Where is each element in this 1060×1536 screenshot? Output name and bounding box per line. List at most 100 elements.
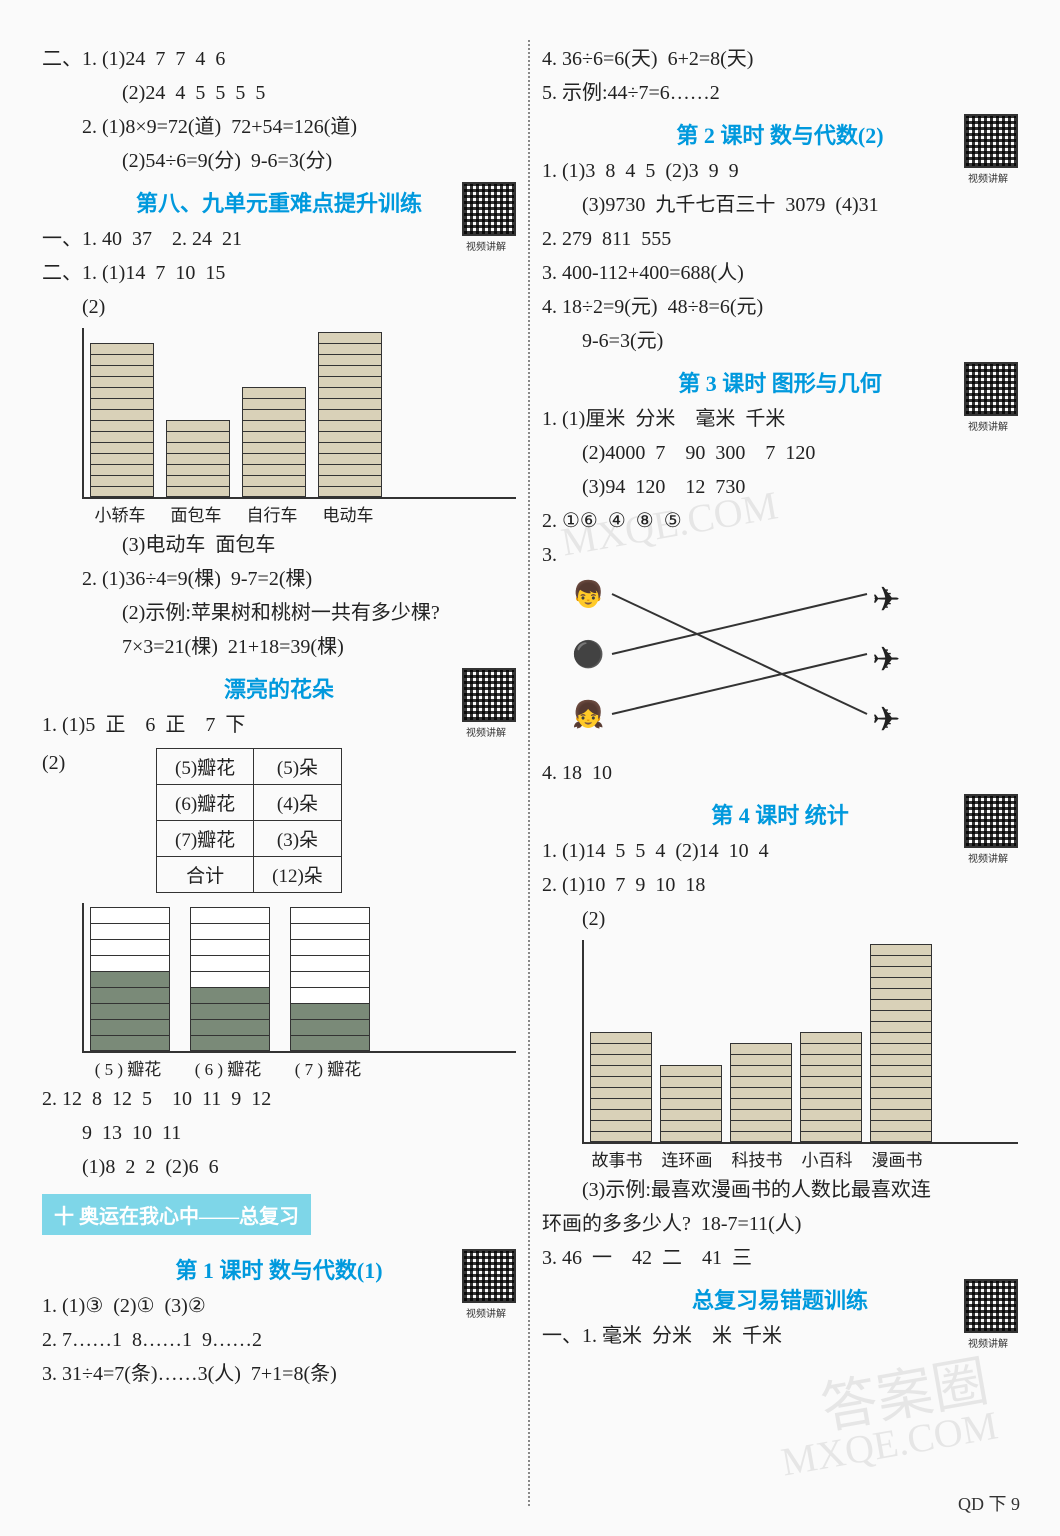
bar <box>290 907 370 1051</box>
bar-label: 小轿车 <box>88 501 152 526</box>
bar-label: 故事书 <box>586 1146 648 1171</box>
text-line: 2. (1)8×9=72(道) 72+54=126(道) <box>42 112 516 142</box>
qr-label: 视频讲解 <box>958 170 1018 185</box>
bar <box>800 1032 862 1142</box>
left-column: 二、1. (1)24 7 7 4 6 (2)24 4 5 5 5 5 2. (1… <box>30 40 530 1506</box>
text-line: (2)24 4 5 5 5 5 <box>42 78 516 108</box>
heading-text: 第八、九单元重难点提升训练 <box>136 191 422 216</box>
qr-code-icon[interactable] <box>462 1249 516 1303</box>
text-line: (2) <box>542 904 1018 934</box>
bar-chart-vehicles <box>82 328 516 499</box>
table-cell: 合计 <box>157 857 254 893</box>
text-line: (3)电动车 面包车 <box>42 530 516 560</box>
text-line: 2. 12 8 12 5 10 11 9 12 <box>42 1084 516 1114</box>
table-cell: (5)瓣花 <box>157 749 254 785</box>
bar-label: 电动车 <box>316 501 380 526</box>
text-line: 1. (1)厘米 分米 毫米 千米 <box>542 404 1018 434</box>
text-line: 7×3=21(棵) 21+18=39(棵) <box>42 632 516 662</box>
bar-chart-labels: 故事书连环画科技书小百科漫画书 <box>586 1146 1018 1171</box>
heading-text: 漂亮的花朵 <box>224 677 334 702</box>
text-line: 3. 400-112+400=688(人) <box>542 258 1018 288</box>
bar-chart-labels: 小轿车面包车自行车电动车 <box>88 501 516 526</box>
text-line: 一、1. 40 37 2. 24 21 <box>42 224 516 254</box>
bar-label: ( 6 ) 瓣花 <box>188 1055 268 1080</box>
text-line: 二、1. (1)24 7 7 4 6 <box>42 44 516 74</box>
text-line: 2. 279 811 555 <box>542 224 1018 254</box>
section-heading: 漂亮的花朵 视频讲解 <box>42 672 516 704</box>
table-cell: (12)朵 <box>254 857 342 893</box>
text-line: (2)4000 7 90 300 7 120 <box>542 438 1018 468</box>
page-footer: QD 下 9 <box>958 1490 1020 1516</box>
bar <box>190 907 270 1051</box>
bar-chart-books <box>582 940 1018 1144</box>
text-line: 4. 18÷2=9(元) 48÷8=6(元) <box>542 292 1018 322</box>
bar-label: 小百科 <box>796 1146 858 1171</box>
heading-text: 第 2 课时 数与代数(2) <box>676 123 883 148</box>
text-line: 一、1. 毫米 分米 米 千米 <box>542 1321 1018 1351</box>
chapter-banner: 十 奥运在我心中——总复习 <box>42 1194 311 1235</box>
qr-code-icon[interactable] <box>964 114 1018 168</box>
text-line: (2) <box>42 292 516 322</box>
heading-text: 总复习易错题训练 <box>692 1288 868 1313</box>
qr-label: 视频讲解 <box>456 1305 516 1320</box>
bar <box>90 343 154 497</box>
table-cell: (5)朵 <box>254 749 342 785</box>
text-line: (2) <box>42 748 96 778</box>
text-line: 3. <box>542 540 1018 570</box>
text-line: 5. 示例:44÷7=6……2 <box>542 78 1018 108</box>
qr-code-icon[interactable] <box>462 668 516 722</box>
table-cell: (6)瓣花 <box>157 785 254 821</box>
bar <box>590 1032 652 1142</box>
qr-label: 视频讲解 <box>456 238 516 253</box>
text-line: 9 13 10 11 <box>42 1118 516 1148</box>
qr-code-icon[interactable] <box>964 1279 1018 1333</box>
text-line: 4. 36÷6=6(天) 6+2=8(天) <box>542 44 1018 74</box>
qr-code-icon[interactable] <box>964 794 1018 848</box>
heading-text: 第 3 课时 图形与几何 <box>678 371 882 396</box>
text-line: 2. (1)10 7 9 10 18 <box>542 870 1018 900</box>
qr-label: 视频讲解 <box>958 1335 1018 1350</box>
bar-label: 科技书 <box>726 1146 788 1171</box>
qr-label: 视频讲解 <box>456 724 516 739</box>
section-heading: 总复习易错题训练 视频讲解 <box>542 1283 1018 1315</box>
text-line: 4. 18 10 <box>542 758 1018 788</box>
qr-code-icon[interactable] <box>462 182 516 236</box>
text-line: (3)9730 九千七百三十 3079 (4)31 <box>542 190 1018 220</box>
text-line: (3)示例:最喜欢漫画书的人数比最喜欢连 <box>542 1175 1018 1205</box>
section-heading: 第 4 课时 统计 视频讲解 <box>542 798 1018 830</box>
text-line: 1. (1)5 正 6 正 7 下 <box>42 710 516 740</box>
bar <box>318 332 382 497</box>
bar-label: 连环画 <box>656 1146 718 1171</box>
text-line: 2. (1)36÷4=9(棵) 9-7=2(棵) <box>42 564 516 594</box>
table-cell: (3)朵 <box>254 821 342 857</box>
qr-label: 视频讲解 <box>958 850 1018 865</box>
bar <box>870 944 932 1142</box>
text-line: 1. (1)14 5 5 4 (2)14 10 4 <box>542 836 1018 866</box>
heading-text: 第 4 课时 统计 <box>711 803 849 828</box>
section-heading: 第八、九单元重难点提升训练 视频讲解 <box>42 186 516 218</box>
section-heading: 第 3 课时 图形与几何 视频讲解 <box>542 366 1018 398</box>
text-line: 9-6=3(元) <box>542 326 1018 356</box>
bar <box>90 907 170 1051</box>
bar <box>730 1043 792 1142</box>
section-heading: 第 1 课时 数与代数(1) 视频讲解 <box>42 1253 516 1285</box>
table-cell: (7)瓣花 <box>157 821 254 857</box>
text-line: (2)示例:苹果树和桃树一共有多少棵? <box>42 598 516 628</box>
bar-chart-labels: ( 5 ) 瓣花( 6 ) 瓣花( 7 ) 瓣花 <box>88 1055 516 1080</box>
bar <box>660 1065 722 1142</box>
bar-label: 自行车 <box>240 501 304 526</box>
text-line: 1. (1)③ (2)① (3)② <box>42 1291 516 1321</box>
heading-text: 第 1 课时 数与代数(1) <box>175 1258 382 1283</box>
bar-label: 面包车 <box>164 501 228 526</box>
text-line: 2. ①⑥ ④ ⑧ ⑤ <box>542 506 1018 536</box>
page: 二、1. (1)24 7 7 4 6 (2)24 4 5 5 5 5 2. (1… <box>30 40 1030 1506</box>
qr-code-icon[interactable] <box>964 362 1018 416</box>
bar-label: ( 7 ) 瓣花 <box>288 1055 368 1080</box>
matching-diagram: 👦⚫👧✈✈✈ <box>572 574 952 754</box>
text-line: (2)54÷6=9(分) 9-6=3(分) <box>42 146 516 176</box>
bar-chart-petals <box>82 903 516 1053</box>
section-heading: 第 2 课时 数与代数(2) 视频讲解 <box>542 118 1018 150</box>
petal-table: (5)瓣花(5)朵(6)瓣花(4)朵(7)瓣花(3)朵合计(12)朵 <box>156 748 342 893</box>
text-line: 3. 46 一 42 二 41 三 <box>542 1243 1018 1273</box>
text-line: (1)8 2 2 (2)6 6 <box>42 1152 516 1182</box>
